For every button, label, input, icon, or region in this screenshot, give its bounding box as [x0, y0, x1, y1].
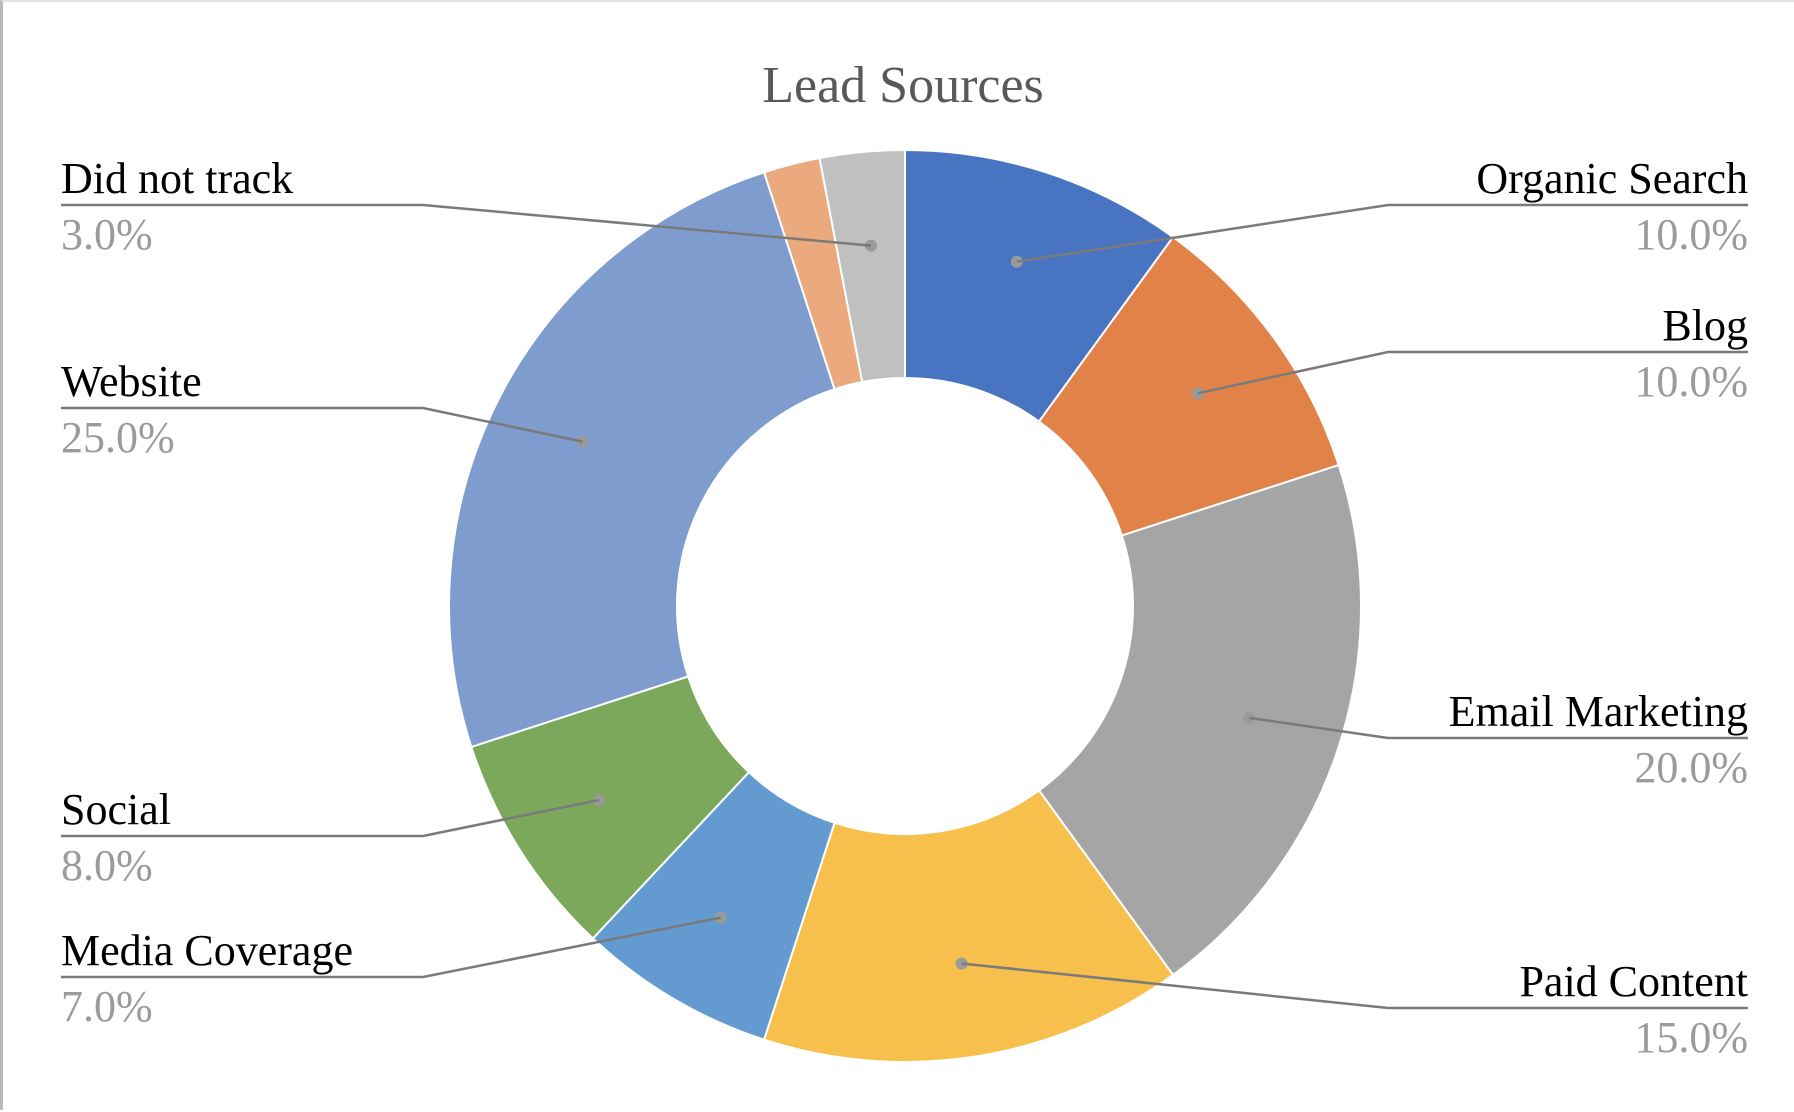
- leaders-layer: [61, 203, 1748, 1010]
- data-label-value-organic-search: 10.0%: [1634, 210, 1748, 259]
- leader-line-organic-search: [1016, 203, 1748, 263]
- data-label-name-blog: Blog: [1662, 301, 1748, 350]
- data-label-value-email-marketing: 20.0%: [1634, 743, 1748, 792]
- data-label-value-media-coverage: 7.0%: [61, 982, 153, 1031]
- data-label-value-social: 8.0%: [61, 841, 153, 890]
- leader-line-paid-content: [961, 962, 1748, 1010]
- slice-did-not-track: [818, 148, 906, 384]
- donut-chart: Lead Sources Organic Search 10.0% Blog 10.0…: [61, 57, 1748, 1063]
- leader-line-did-not-track: [61, 203, 872, 247]
- leader-line-media-coverage: [61, 916, 721, 979]
- data-label-name-social: Social: [61, 785, 171, 834]
- data-label-value-did-not-track: 3.0%: [61, 210, 153, 259]
- chart-title: Lead Sources: [762, 57, 1044, 114]
- data-label-name-organic-search: Organic Search: [1476, 154, 1748, 203]
- leader-line-email-marketing: [1249, 716, 1748, 740]
- slice-email-marketing: [1037, 463, 1362, 977]
- leader-line-social: [61, 798, 600, 838]
- data-label-name-paid-content: Paid Content: [1519, 957, 1748, 1006]
- slice-paid-content: [762, 789, 1175, 1063]
- data-label-value-paid-content: 15.0%: [1634, 1013, 1748, 1062]
- data-label-value-website: 25.0%: [61, 413, 175, 462]
- slice-website: [448, 171, 836, 749]
- slice-blog: [1037, 235, 1340, 537]
- data-label-name-email-marketing: Email Marketing: [1449, 687, 1748, 736]
- data-label-value-blog: 10.0%: [1634, 357, 1748, 406]
- data-label-name-did-not-track: Did not track: [61, 154, 293, 203]
- data-label-name-website: Website: [61, 357, 202, 406]
- slices-layer: [448, 148, 1362, 1063]
- leader-line-blog: [1197, 350, 1748, 395]
- leader-line-website: [61, 406, 583, 443]
- slice-organic-search: [904, 148, 1175, 423]
- data-label-name-media-coverage: Media Coverage: [61, 926, 353, 975]
- labels-layer: Organic Search 10.0% Blog 10.0% Email Market…: [61, 154, 1748, 1062]
